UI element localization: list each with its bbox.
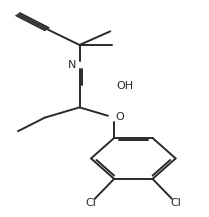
Text: Cl: Cl [86,198,97,208]
Text: OH: OH [117,81,134,91]
Text: N: N [68,60,76,70]
Text: O: O [115,112,124,122]
Text: Cl: Cl [170,198,181,208]
